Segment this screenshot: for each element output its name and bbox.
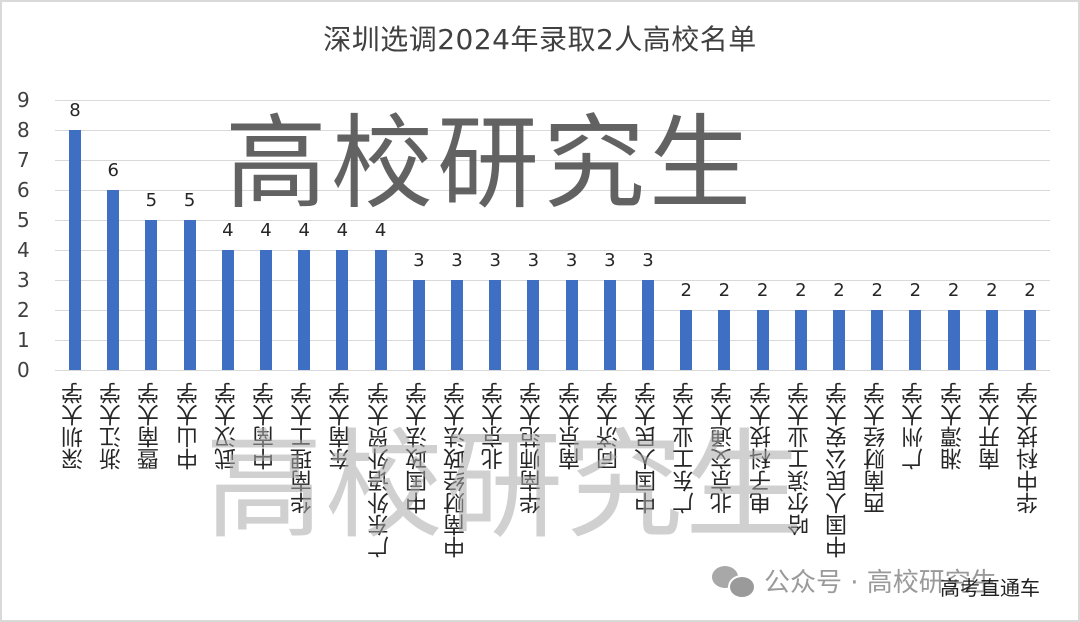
data-label: 2 xyxy=(795,280,807,301)
data-label: 3 xyxy=(413,250,425,271)
watermark-middle: 高校研究生 xyxy=(205,417,806,555)
wechat-icon xyxy=(712,565,756,599)
y-tick-label: 4 xyxy=(17,238,30,262)
gridline xyxy=(55,220,1050,221)
bar xyxy=(451,280,463,370)
bar xyxy=(794,310,807,370)
bar xyxy=(298,250,311,370)
x-tick-label: 湘潭大学 xyxy=(940,382,966,470)
bar xyxy=(221,250,234,370)
watermark-corner: 高考直通车 xyxy=(940,576,1040,600)
bar xyxy=(565,280,578,370)
gridline xyxy=(55,340,1050,341)
y-tick-label: 6 xyxy=(17,178,30,202)
watermark-large: 高校研究生 xyxy=(225,105,755,224)
data-label: 4 xyxy=(374,220,387,241)
data-label: 4 xyxy=(336,220,349,241)
plot-area: 0 1 2 3 4 5 6 7 8 9 8 6 5 5 4 4 4 4 4 3 3 3 3 3 3 3 2 2 2 2 2 2 2 2 2 2 xyxy=(17,88,1050,382)
data-label: 4 xyxy=(260,220,272,241)
gridline xyxy=(55,190,1050,191)
bar xyxy=(1024,310,1036,370)
x-tick-label: 深圳大学 xyxy=(62,382,87,470)
bar xyxy=(985,310,998,370)
gridline xyxy=(55,280,1050,281)
data-label: 3 xyxy=(489,250,501,271)
x-tick-label: 中山大学 xyxy=(176,382,202,470)
x-tick-label: 广州大学 xyxy=(902,382,928,470)
y-tick-label: 7 xyxy=(17,148,30,172)
gridline xyxy=(55,370,1050,371)
data-label: 2 xyxy=(756,280,769,301)
bar xyxy=(909,310,922,370)
bar xyxy=(756,310,769,370)
bar xyxy=(183,220,196,370)
x-tick-label: 华中科技大学 xyxy=(1017,382,1042,514)
y-tick-label: 5 xyxy=(17,208,30,232)
bar xyxy=(145,220,158,370)
data-label: 2 xyxy=(833,280,845,301)
data-label: 5 xyxy=(145,190,158,211)
x-tick-label: 南开大学 xyxy=(978,382,1004,470)
data-label: 2 xyxy=(986,280,998,301)
y-tick-label: 9 xyxy=(17,88,30,112)
data-label: 2 xyxy=(1024,280,1036,301)
gridline xyxy=(55,310,1050,311)
gridline xyxy=(55,130,1050,131)
data-label: 2 xyxy=(680,280,692,301)
watermark-footer-text: 公众号 · 高校研究生 xyxy=(764,568,997,598)
gridline xyxy=(55,250,1050,251)
bar xyxy=(489,280,502,370)
data-label: 3 xyxy=(451,250,463,271)
data-label: 5 xyxy=(183,190,196,211)
data-label: 2 xyxy=(909,280,922,301)
bar xyxy=(336,250,349,370)
x-tick-label: 暨南大学 xyxy=(138,382,164,470)
data-label: 3 xyxy=(604,250,616,271)
y-tick-label: 3 xyxy=(17,268,30,292)
bar xyxy=(260,250,272,370)
bar xyxy=(107,190,120,370)
bar xyxy=(642,280,654,370)
data-label: 2 xyxy=(947,280,960,301)
y-tick-label: 2 xyxy=(17,298,30,322)
bar xyxy=(69,130,81,370)
bar xyxy=(718,310,731,370)
bar xyxy=(527,280,540,370)
y-tick-label: 0 xyxy=(17,358,30,382)
data-label: 6 xyxy=(107,160,119,181)
y-tick-label: 1 xyxy=(17,328,30,352)
bar xyxy=(947,310,960,370)
x-tick-label: 西南财经大学 xyxy=(864,382,890,514)
bar xyxy=(603,280,616,370)
data-label: 3 xyxy=(565,250,578,271)
data-label: 3 xyxy=(642,250,654,271)
bar xyxy=(871,310,884,370)
gridline xyxy=(55,100,1050,101)
data-label: 2 xyxy=(718,280,731,301)
x-tick-label: 浙江大学 xyxy=(100,382,126,470)
gridline xyxy=(55,160,1050,161)
y-tick-label: 8 xyxy=(17,118,30,142)
data-label: 3 xyxy=(527,250,540,271)
bar xyxy=(833,310,845,370)
data-label: 8 xyxy=(69,100,81,121)
data-label: 4 xyxy=(298,220,310,241)
bar xyxy=(374,250,387,370)
bar xyxy=(680,310,693,370)
watermark-footer: 公众号 · 高校研究生 xyxy=(712,562,997,599)
data-label: 4 xyxy=(222,220,234,241)
chart-title: 深圳选调2024年录取2人高校名单 xyxy=(323,23,757,56)
data-label: 2 xyxy=(871,280,883,301)
x-tick-label: 中国人民公安大学 xyxy=(826,382,851,558)
bar xyxy=(412,280,425,370)
